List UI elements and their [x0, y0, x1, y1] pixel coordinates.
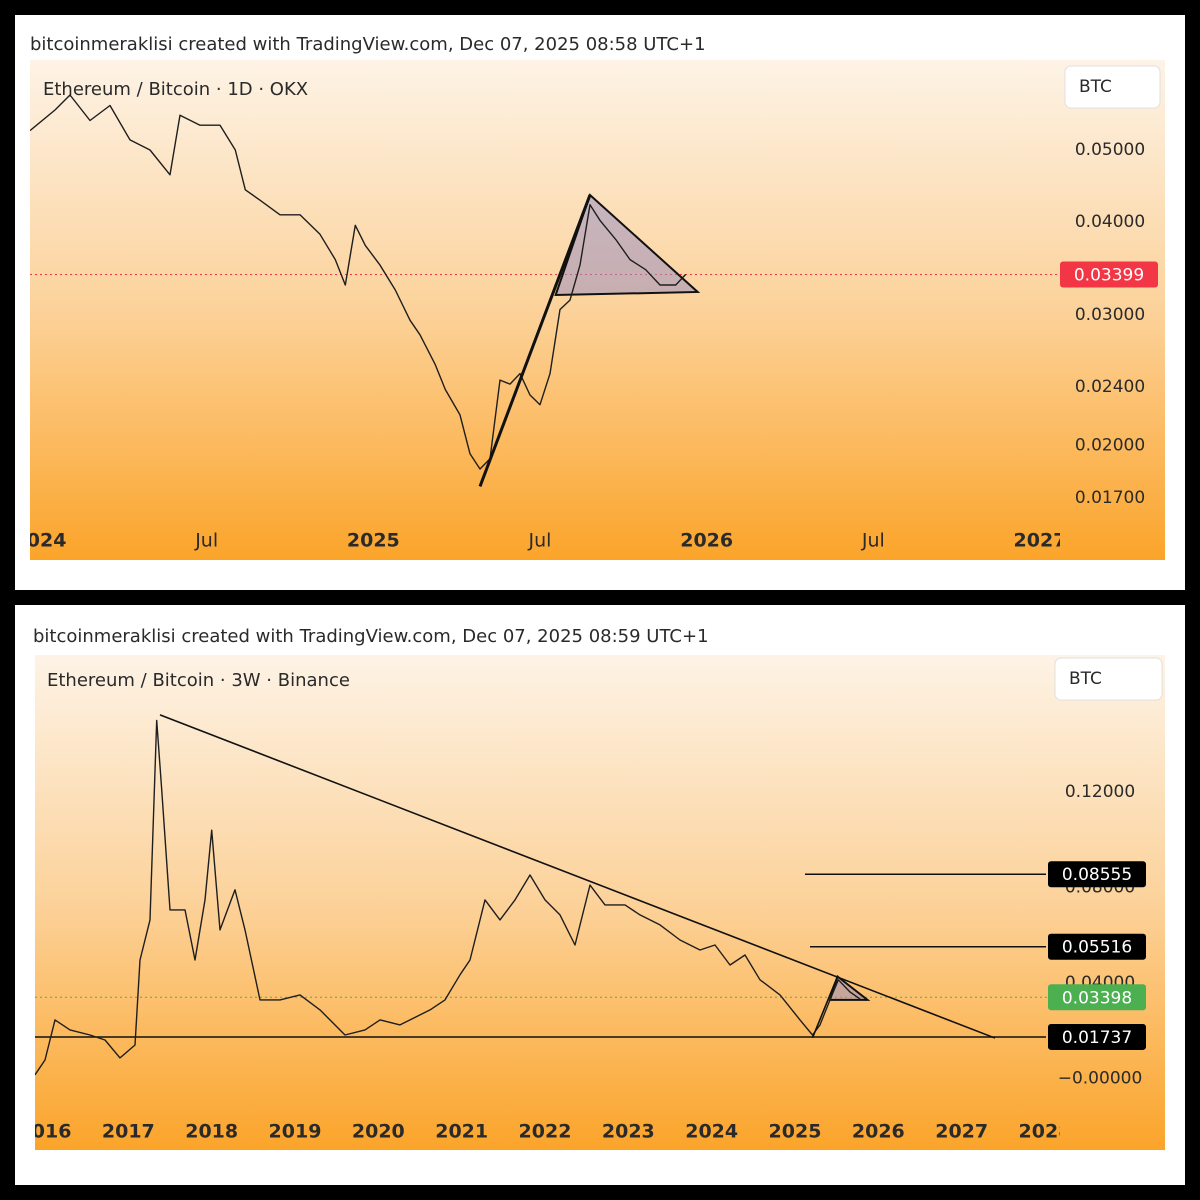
x-tick-label: 2026 [852, 1121, 905, 1143]
price-label: 0.08555 [1062, 865, 1132, 885]
price-label: 0.05516 [1062, 938, 1132, 958]
price-label-box [1048, 861, 1146, 888]
x-tick-label: 2018 [185, 1121, 238, 1143]
y-tick-label: 0.03000 [1075, 305, 1145, 325]
x-tick-label: Jul [528, 530, 552, 552]
chart-area [35, 655, 1165, 1150]
y-tick-label: −0.00000 [1058, 1068, 1143, 1088]
trend-line [478, 194, 592, 487]
unit-button[interactable] [1054, 657, 1163, 701]
price-label-box [1048, 984, 1146, 1011]
y-tick-label: 0.04000 [1075, 212, 1145, 232]
y-tick-label: 0.02400 [1075, 377, 1145, 397]
price-label-box [1048, 933, 1146, 960]
y-tick-label: 0.02000 [1075, 436, 1145, 456]
price-line [30, 94, 687, 470]
x-tick-label: 2023 [602, 1121, 655, 1143]
x-tick-label: 2019 [269, 1121, 322, 1143]
x-tick-label: 2025 [769, 1121, 822, 1143]
chart-area [30, 60, 1165, 560]
chart-title: Ethereum / Bitcoin · 1D · OKX [43, 79, 308, 100]
x-tick-label: Jul [194, 530, 218, 552]
unit-button[interactable] [1064, 65, 1161, 109]
x-tick-label: 2022 [519, 1121, 572, 1143]
chart: bitcoinmeraklisi created with TradingVie… [19, 626, 1163, 1143]
triangle-drawing [828, 974, 871, 1001]
price-label-box [1060, 261, 1158, 288]
chart-title: Ethereum / Bitcoin · 3W · Binance [47, 670, 350, 691]
x-tick-label: 2027 [935, 1121, 988, 1143]
y-tick-label: 0.01700 [1075, 488, 1145, 508]
price-label: 0.03399 [1074, 266, 1144, 286]
x-tick-label: 2024 [685, 1121, 738, 1143]
x-tick-label: 2028 [1019, 1121, 1072, 1143]
x-tick-label: 2024 [14, 530, 67, 552]
triangle-drawing [554, 193, 701, 297]
price-label: 0.01737 [1062, 1028, 1132, 1048]
x-tick-label: 2016 [19, 1121, 72, 1143]
x-tick-label: 2020 [352, 1121, 405, 1143]
price-label-box [1048, 1023, 1146, 1050]
price-line [35, 719, 861, 1076]
plot [30, 94, 1060, 487]
x-tick-label: 2027 [1014, 530, 1067, 552]
x-tick-label: Jul [861, 530, 885, 552]
plot [35, 714, 1060, 1076]
watermark-header: bitcoinmeraklisi created with TradingVie… [30, 34, 706, 55]
watermark-header: bitcoinmeraklisi created with TradingVie… [33, 626, 709, 647]
unit-label: BTC [1069, 669, 1102, 689]
x-axis: 2024 Jul 2025 Jul 2026 Jul 2027 [14, 530, 1067, 552]
trend-line [811, 976, 839, 1039]
unit-label: BTC [1079, 77, 1112, 97]
price-label: 0.03398 [1062, 988, 1132, 1008]
x-axis: 2016 2017 2018 2019 2020 2021 2022 2023 2024 2025… [19, 1121, 1072, 1143]
y-tick-label: 0.05000 [1075, 140, 1145, 160]
chart: bitcoinmeraklisi created with TradingVie… [14, 34, 1161, 552]
x-tick-label: 2017 [102, 1121, 155, 1143]
x-tick-label: 2026 [680, 530, 733, 552]
y-tick-label: 0.12000 [1065, 782, 1135, 802]
x-tick-label: 2025 [347, 530, 400, 552]
x-tick-label: 2021 [435, 1121, 488, 1143]
trend-line [159, 714, 996, 1039]
